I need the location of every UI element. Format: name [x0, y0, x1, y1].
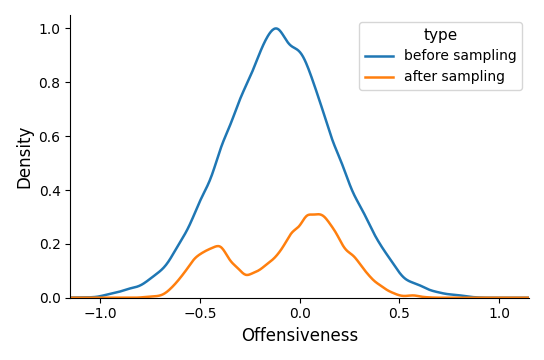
after sampling [374, 281, 381, 285]
before sampling [67, 295, 73, 300]
before sampling [275, 27, 282, 32]
after sampling [185, 265, 191, 269]
Legend: before sampling, after sampling: before sampling, after sampling [359, 22, 522, 90]
before sampling [273, 26, 280, 31]
before sampling [148, 276, 154, 280]
Line: after sampling: after sampling [70, 214, 529, 298]
after sampling [315, 212, 322, 216]
Line: before sampling: before sampling [70, 28, 529, 298]
before sampling [413, 282, 419, 286]
before sampling [338, 160, 345, 165]
before sampling [526, 296, 532, 300]
after sampling [67, 296, 73, 300]
X-axis label: Offensiveness: Offensiveness [241, 327, 358, 345]
before sampling [374, 238, 381, 242]
Y-axis label: Density: Density [15, 125, 33, 188]
after sampling [275, 252, 281, 256]
after sampling [338, 241, 345, 245]
after sampling [148, 294, 154, 299]
before sampling [185, 226, 191, 230]
after sampling [413, 294, 419, 298]
after sampling [526, 296, 532, 300]
